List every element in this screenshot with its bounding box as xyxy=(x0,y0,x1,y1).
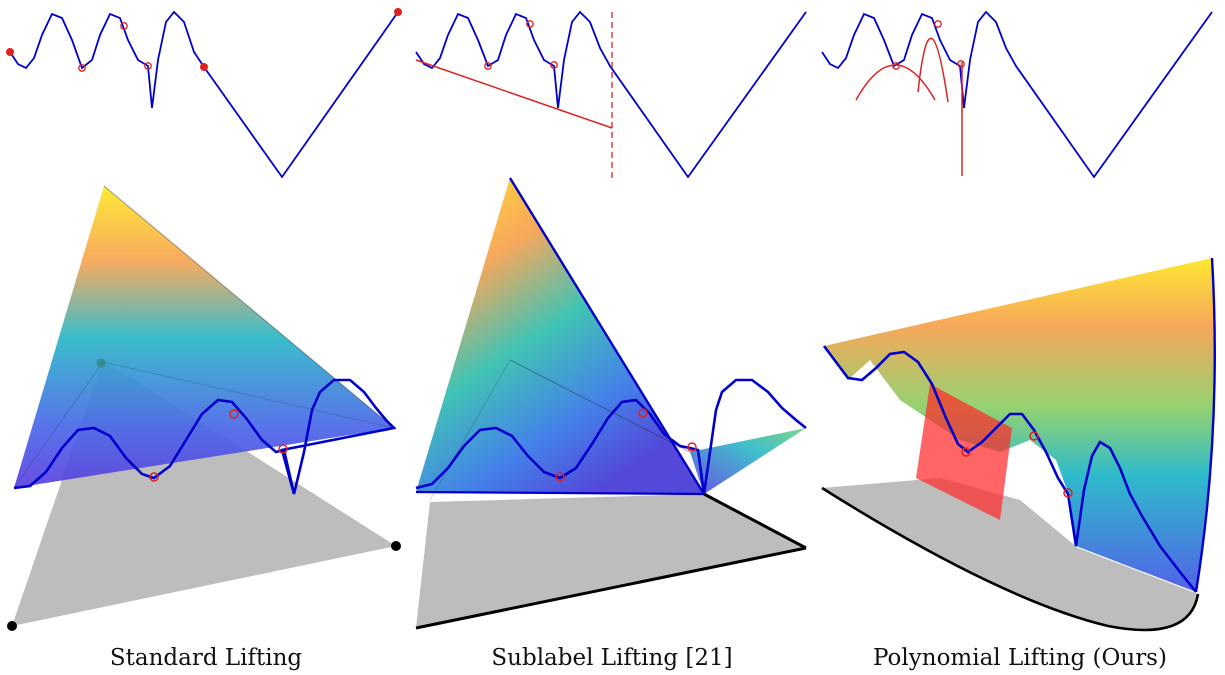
sample-marker xyxy=(144,62,152,70)
base-edge xyxy=(703,492,807,550)
cutting-plane xyxy=(916,384,1012,520)
base-edge xyxy=(415,546,807,630)
lifted-surface-right xyxy=(690,428,806,494)
energy-curve-3d xyxy=(13,378,397,495)
linear-underestimator xyxy=(415,59,613,129)
panel-sublabel: Sublabel Lifting [21] xyxy=(415,10,807,671)
sample-marker xyxy=(1063,488,1073,498)
endpoint-marker xyxy=(6,48,14,56)
sample-marker xyxy=(957,60,965,68)
energy-curve xyxy=(9,10,399,179)
sample-marker xyxy=(526,20,534,28)
endpoint-marker xyxy=(200,63,208,71)
sample-marker xyxy=(229,409,239,419)
energy-curve xyxy=(415,10,807,179)
sample-marker xyxy=(555,472,565,482)
base-edge xyxy=(821,486,1200,632)
energy-curve-3d xyxy=(822,345,1198,593)
plot-sublabel-1d xyxy=(415,10,807,179)
base-region xyxy=(822,478,1198,630)
sample-marker xyxy=(278,444,288,454)
sample-marker xyxy=(934,20,942,28)
sample-marker xyxy=(687,442,697,452)
sample-marker xyxy=(892,62,900,70)
panel-polynomial: Polynomial Lifting (Ours) xyxy=(821,10,1216,671)
panel-standard: Standard Lifting xyxy=(6,8,402,671)
energy-curve xyxy=(821,10,1213,179)
sample-marker xyxy=(149,472,159,482)
sample-marker xyxy=(1029,431,1039,441)
lifted-surface xyxy=(416,178,704,494)
sample-marker xyxy=(78,64,86,72)
lifting-3d-polynomial xyxy=(821,257,1216,632)
lifting-3d-standard xyxy=(7,185,401,631)
plot-polynomial-1d xyxy=(821,10,1213,179)
quadratic-underestimator xyxy=(917,37,949,103)
hidden-edge xyxy=(13,361,104,489)
sample-marker xyxy=(961,447,971,457)
hidden-edge xyxy=(429,359,511,501)
base-region xyxy=(416,494,806,628)
lifted-surface xyxy=(14,186,394,488)
base-curve xyxy=(415,490,705,496)
vertex-marker xyxy=(7,621,17,631)
surface-edge xyxy=(1194,257,1216,593)
sample-marker xyxy=(638,408,648,418)
sample-marker xyxy=(120,22,128,30)
caption-standard: Standard Lifting xyxy=(110,645,303,671)
plot-standard-1d xyxy=(6,8,402,179)
lifted-surface xyxy=(824,258,1215,592)
hidden-edge xyxy=(103,185,395,429)
hidden-edge xyxy=(102,361,395,429)
endpoint-marker xyxy=(394,8,402,16)
sample-marker xyxy=(484,62,492,70)
quadratic-underestimator xyxy=(855,64,936,101)
lifting-3d-sublabel xyxy=(415,177,807,630)
caption-polynomial: Polynomial Lifting (Ours) xyxy=(873,645,1167,671)
vertex-marker xyxy=(391,541,401,551)
sample-marker xyxy=(550,61,558,69)
vertex-marker xyxy=(96,358,106,368)
energy-curve-3d xyxy=(415,378,807,495)
hidden-edge xyxy=(509,359,691,453)
caption-sublabel: Sublabel Lifting [21] xyxy=(491,645,732,671)
